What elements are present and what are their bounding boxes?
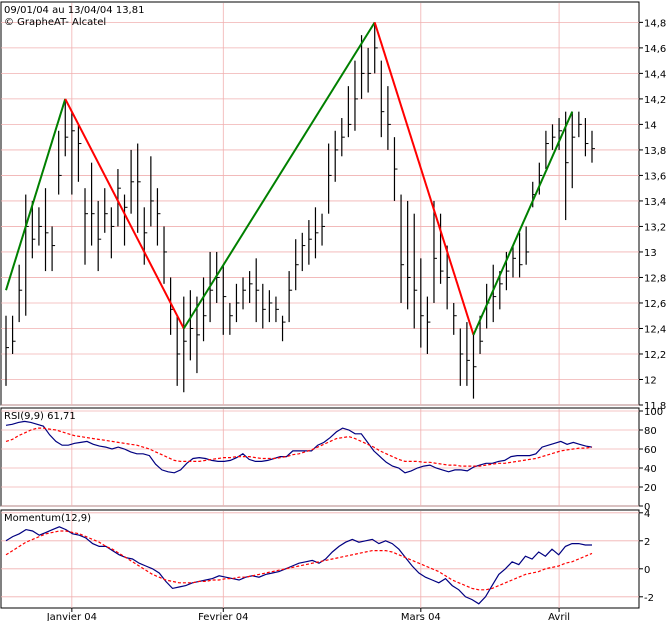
y-tick-label: 14: [644, 120, 657, 131]
x-tick-label: Fevrier 04: [198, 612, 248, 621]
rsi-panel: 100 80 60 40 20 0 RSI(9,9) 61,71: [0, 407, 663, 513]
y-tick-label: 4: [644, 509, 650, 520]
momentum-line: [5, 526, 592, 605]
momentum-y-axis: 4 2 0 -2: [639, 509, 654, 604]
y-tick-label: 14,6: [644, 44, 666, 55]
zigzag-down-segment: [64, 98, 185, 329]
y-tick-label: 12,2: [644, 350, 666, 361]
price-zigzag: [5, 21, 574, 336]
momentum-lines: [5, 526, 593, 605]
y-tick-label: 11,8: [644, 401, 666, 412]
y-tick-label: 80: [644, 426, 657, 437]
y-tick-label: 13,2: [644, 222, 666, 233]
y-tick-label: 100: [644, 407, 663, 418]
y-tick-label: 40: [644, 464, 657, 475]
rsi-line: [5, 420, 593, 474]
y-tick-label: 14,8: [644, 18, 666, 29]
y-tick-label: 12,6: [644, 299, 666, 310]
y-tick-label: 14,2: [644, 95, 666, 106]
price-grid: [1, 3, 639, 406]
momentum-grid: [1, 511, 639, 608]
momentum-panel-frame: [0, 509, 640, 609]
y-tick-label: 12,8: [644, 273, 666, 284]
rsi-y-axis: 100 80 60 40 20 0: [639, 407, 663, 513]
price-header-line2: © GrapheAT- Alcatel: [4, 17, 106, 28]
y-tick-label: 14,4: [644, 69, 666, 80]
y-tick-label: 20: [644, 483, 657, 494]
y-tick-label: 13,8: [644, 146, 666, 157]
zigzag-up-segment: [472, 111, 574, 336]
y-tick-label: 0: [644, 502, 650, 513]
y-tick-label: 12: [644, 375, 657, 386]
price-panel: 14,8 14,6 14,4 14,2 14 13,8 13,6 13,4 13,2 13 12,8…: [0, 1, 666, 412]
y-tick-label: 13: [644, 248, 657, 259]
price-panel-frame: [0, 1, 640, 406]
rsi-lines: [5, 420, 593, 474]
rsi-signal-line: [5, 427, 593, 467]
y-tick-label: 13,4: [644, 197, 666, 208]
y-tick-label: -2: [644, 593, 654, 604]
rsi-grid: [1, 409, 639, 507]
rsi-panel-frame: [0, 407, 640, 507]
zigzag-down-segment: [373, 22, 475, 336]
price-bars: [5, 22, 595, 399]
momentum-header: Momentum(12,9): [4, 513, 91, 524]
x-tick-label: Avril: [548, 612, 570, 621]
x-tick-label: Mars 04: [401, 612, 441, 621]
price-header-line1: 09/01/04 au 13/04/04 13,81: [4, 5, 144, 16]
x-tick-label: Janvier 04: [46, 612, 97, 621]
y-tick-label: 60: [644, 445, 657, 456]
y-tick-label: 12,4: [644, 324, 666, 335]
momentum-panel: 4 2 0 -2 Momentum(12,9): [0, 509, 654, 609]
date-axis: Janvier 04 Fevrier 04 Mars 04 Avril: [46, 608, 570, 621]
y-tick-label: 13,6: [644, 171, 666, 182]
y-tick-label: 2: [644, 537, 650, 548]
rsi-header: RSI(9,9) 61,71: [4, 411, 76, 422]
price-y-axis: 14,8 14,6 14,4 14,2 14 13,8 13,6 13,4 13,2 13 12,8…: [639, 18, 666, 412]
zigzag-up-segment: [5, 98, 67, 291]
momentum-signal-line: [5, 530, 593, 591]
zigzag-up-segment: [182, 21, 376, 330]
y-tick-label: 0: [644, 565, 650, 576]
